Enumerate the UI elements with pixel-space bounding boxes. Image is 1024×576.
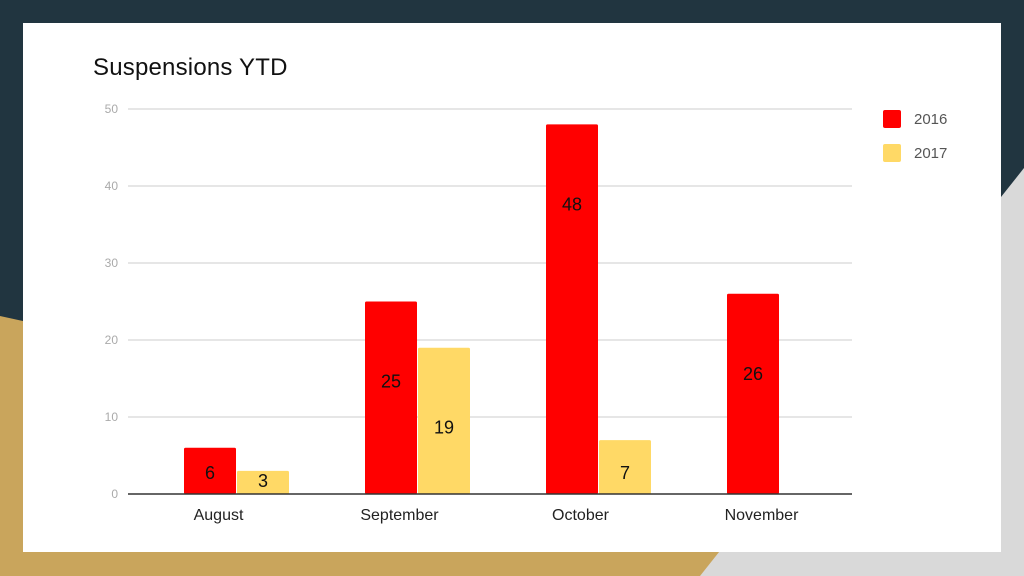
x-tick-label: August (194, 507, 244, 524)
x-tick-label: November (725, 507, 799, 524)
y-tick-label: 20 (105, 333, 119, 347)
x-tick-label: October (552, 507, 610, 524)
bar-chart: 0 10 20 30 40 50 6 3 August 25 19 September 48 7 Octob… (105, 102, 852, 524)
bar-2016-august (184, 447, 236, 494)
y-tick-label: 40 (105, 179, 119, 193)
bar-2017-september (418, 347, 470, 494)
legend-swatch (883, 144, 901, 162)
legend-item: 2016 (883, 102, 947, 136)
data-label: 48 (562, 194, 582, 214)
legend-label: 2017 (914, 144, 948, 162)
y-tick-label: 50 (105, 102, 119, 116)
bar-2017-october (599, 440, 651, 494)
chart-title: Suspensions YTD (93, 54, 288, 81)
y-tick-label: 10 (105, 410, 119, 424)
legend-item: 2017 (883, 136, 947, 170)
bar-2016-november (727, 293, 779, 494)
chart-legend: 2016 2017 (883, 102, 947, 170)
data-label: 25 (381, 372, 401, 392)
data-label: 26 (743, 364, 763, 384)
y-tick-label: 30 (105, 256, 119, 270)
data-label: 7 (620, 463, 630, 483)
data-label: 19 (434, 418, 454, 438)
data-label: 6 (205, 463, 215, 483)
bar-2017-august (237, 470, 289, 494)
chart-card: 0 10 20 30 40 50 6 3 August 25 19 September 48 7 Octob… (23, 23, 1001, 552)
data-label: 3 (258, 471, 268, 491)
x-tick-label: September (360, 507, 439, 524)
y-tick-label: 0 (111, 487, 118, 501)
bar-2016-september (365, 301, 417, 494)
legend-swatch (883, 110, 901, 128)
legend-label: 2016 (914, 110, 948, 128)
bar-2016-october (546, 124, 598, 495)
